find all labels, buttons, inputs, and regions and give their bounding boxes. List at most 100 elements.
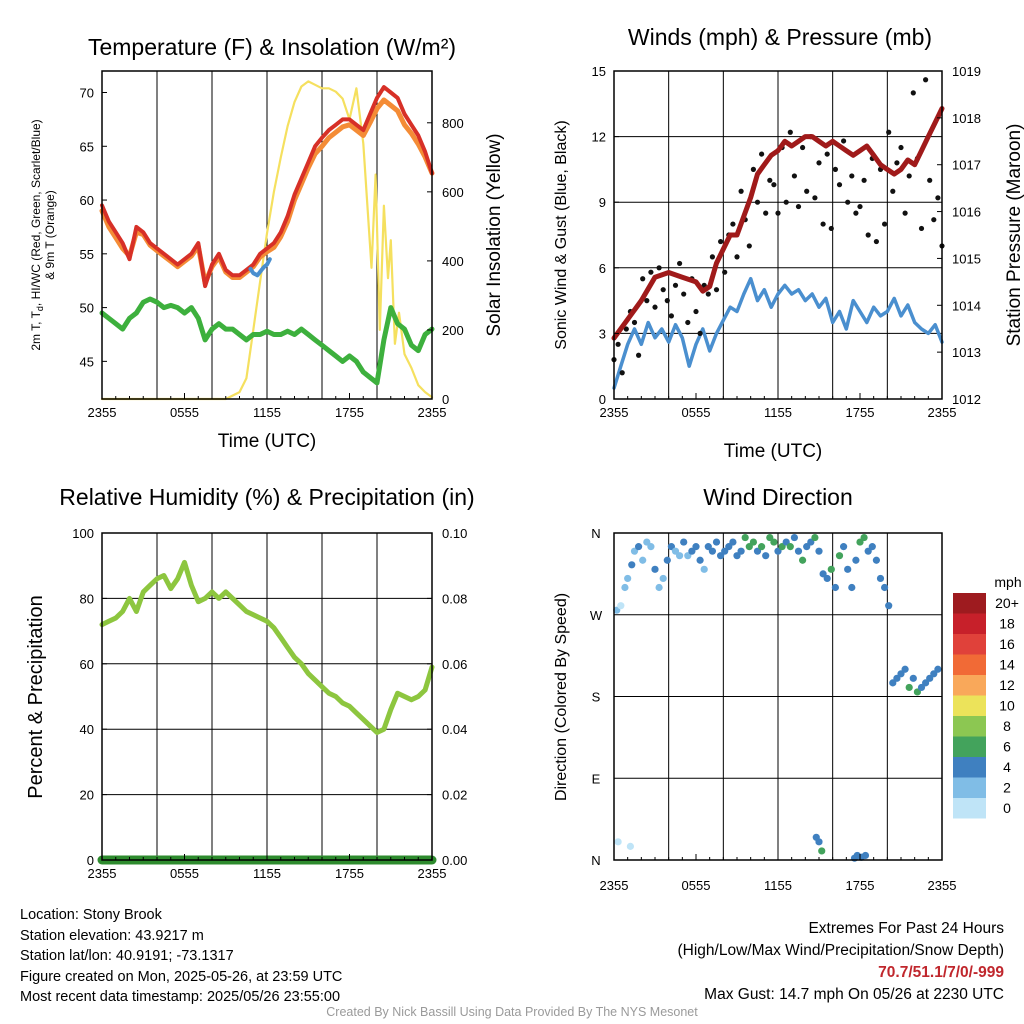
wind-direction-point <box>749 538 758 546</box>
wind-direction-point <box>626 842 635 850</box>
legend-label: 10 <box>999 698 1015 714</box>
legend-label: 12 <box>999 677 1015 693</box>
legend-label: 8 <box>1003 718 1011 734</box>
y2-tick-label: 0.06 <box>442 657 467 672</box>
x-tick-label: 1755 <box>846 405 875 420</box>
gust-point <box>923 77 929 83</box>
wind-direction-point <box>651 565 659 573</box>
x-tick-label: 0555 <box>170 866 199 881</box>
gust-point <box>918 225 925 232</box>
gust-point <box>861 177 867 183</box>
y2-tick-label: 0.02 <box>442 788 467 803</box>
recent-timestamp: Most recent data timestamp: 2025/05/26 2… <box>20 989 341 1005</box>
legend-swatch <box>953 757 986 778</box>
legend-swatch <box>953 654 986 675</box>
legend-title: mph <box>994 574 1021 590</box>
legend-label: 18 <box>999 616 1015 632</box>
y2-tick-label: 0.10 <box>442 526 467 541</box>
gust-point <box>660 287 666 293</box>
gust-point <box>652 304 658 310</box>
extremes-box: Extremes For Past 24 Hours (High/Low/Max… <box>678 918 1005 1006</box>
gust-point <box>849 173 855 179</box>
gust-point <box>668 313 675 319</box>
gust-point <box>898 144 904 151</box>
gust-point <box>894 160 900 166</box>
y2-tick-label: 0.04 <box>442 722 467 737</box>
station-location: Location: Stony Brook <box>20 907 162 923</box>
y2-tick-label: 0 <box>442 392 449 407</box>
y2-tick-label: 1014 <box>952 298 981 313</box>
gust-point <box>615 341 621 347</box>
wind-direction-point <box>818 847 826 855</box>
gust-point <box>783 199 789 205</box>
figure-created: Figure created on Mon, 2025-05-26, at 23… <box>20 968 343 985</box>
gust-point <box>746 243 752 249</box>
wind-direction-point <box>815 547 823 555</box>
chart-title: Relative Humidity (%) & Precipitation (i… <box>59 484 474 510</box>
max-gust: Max Gust: 14.7 mph On 05/26 at 2230 UTC <box>704 986 1004 1003</box>
heat-index-line <box>248 257 272 278</box>
wind-direction-point <box>692 543 700 551</box>
y-tick-label: 70 <box>80 86 94 101</box>
gust-point <box>791 173 798 179</box>
gust-point <box>812 195 818 201</box>
wind-direction-point <box>876 574 885 583</box>
y-tick-label: S <box>592 690 601 705</box>
gust-point <box>882 221 888 227</box>
gust-point <box>648 269 654 275</box>
y2-tick-label: 400 <box>442 254 464 269</box>
gust-point <box>640 276 646 282</box>
y-tick-label: 0 <box>599 392 606 407</box>
wind-direction-point <box>680 538 688 546</box>
humidity-line <box>99 559 435 735</box>
gust-point <box>734 254 740 260</box>
legend-label: 14 <box>999 657 1015 673</box>
y-tick-label: E <box>592 771 601 786</box>
x-tick-label: 1755 <box>335 405 364 420</box>
y-tick-label: 80 <box>80 591 94 606</box>
y-tick-label: 55 <box>80 247 94 262</box>
y2-tick-label: 600 <box>442 185 464 200</box>
y-axis-label: 2m T, Td, HI/WC (Red, Green, Scarlet/Blu… <box>29 119 57 350</box>
y2-axis-label: Station Pressure (Maroon) <box>1004 124 1024 347</box>
wind-direction-point <box>811 533 819 542</box>
legend-swatch <box>953 675 986 696</box>
wind-direction-point <box>621 583 629 592</box>
wind-direction-point <box>737 547 745 555</box>
gust-point <box>623 326 629 332</box>
gust-point <box>631 319 638 326</box>
y2-tick-label: 1015 <box>952 251 981 266</box>
wind-direction-point <box>758 543 766 551</box>
extremes-subtitle: (High/Low/Max Wind/Precipitation/Snow De… <box>677 942 1005 959</box>
wind-direction-point <box>844 565 852 573</box>
wind-direction-point <box>848 583 856 592</box>
wind-direction-point <box>901 665 909 673</box>
wind-direction-point <box>617 602 625 610</box>
gust-point <box>664 298 670 304</box>
gust-point <box>886 129 892 135</box>
legend-label: 6 <box>1003 739 1011 755</box>
legend-label: 20+ <box>995 595 1019 611</box>
gust-point <box>697 330 703 336</box>
chart-title: Wind Direction <box>703 484 853 510</box>
y-axis-label: Direction (Colored By Speed) <box>553 593 570 801</box>
gust-point <box>677 260 683 267</box>
wind-direction-point <box>934 665 942 673</box>
chart-title: Temperature (F) & Insolation (W/m²) <box>88 34 456 60</box>
gust-point <box>754 199 761 205</box>
y-tick-label: 100 <box>72 526 94 541</box>
y2-axis-label: Solar Insolation (Yellow) <box>484 133 505 336</box>
y-tick-label: 6 <box>599 261 606 276</box>
y-tick-label: 9 <box>599 195 606 210</box>
x-tick-label: 0555 <box>682 878 711 893</box>
y-tick-label: N <box>591 526 600 541</box>
wind-direction-point <box>860 533 868 542</box>
wind-direction-point <box>861 851 870 860</box>
gust-point <box>927 177 933 183</box>
y2-tick-label: 200 <box>442 323 464 338</box>
y2-tick-label: 0.00 <box>442 853 467 868</box>
gust-point <box>656 265 662 271</box>
wind-direction-point <box>835 552 844 560</box>
wind-direction-point <box>790 533 799 542</box>
wind-direction-point <box>624 574 632 583</box>
